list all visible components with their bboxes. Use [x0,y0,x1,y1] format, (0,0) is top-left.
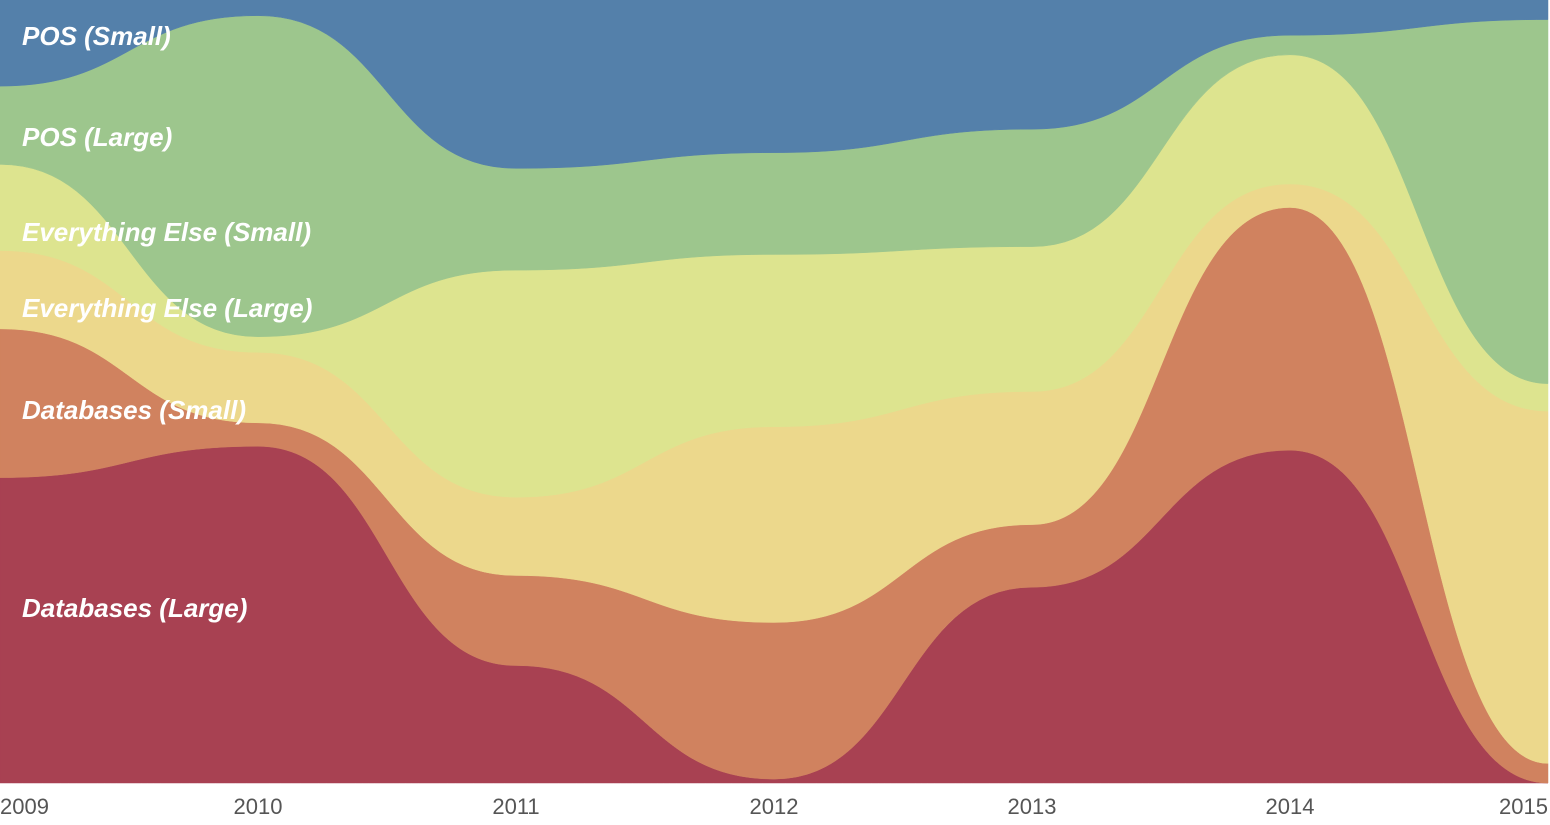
x-tick-label: 2013 [1008,794,1057,819]
series-label: Databases (Large) [22,593,247,623]
x-tick-label: 2011 [492,794,539,819]
x-tick-label: 2009 [0,794,49,819]
series-label: Everything Else (Small) [22,217,311,247]
x-tick-label: 2015 [1499,794,1548,819]
series-label: POS (Large) [22,122,172,152]
x-tick-label: 2010 [234,794,283,819]
x-tick-label: 2012 [750,794,799,819]
area [0,0,1549,169]
x-tick-label: 2014 [1266,794,1315,819]
series-label: Databases (Small) [22,395,246,425]
series-label: Everything Else (Large) [22,293,312,323]
series-label: POS (Small) [22,21,171,51]
